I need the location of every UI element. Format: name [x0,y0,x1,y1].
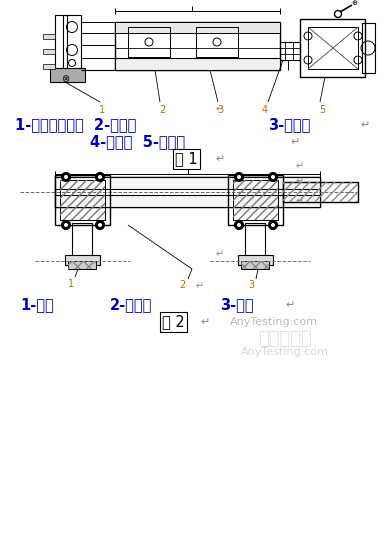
Text: ↵: ↵ [285,300,295,310]
Bar [228,175,283,225]
Bar [115,22,280,33]
Text: 1-竖（横）针夹  2-伸缩体: 1-竖（横）针夹 2-伸缩体 [15,118,136,132]
Bar [283,182,358,202]
Bar [60,180,105,220]
Bar [245,223,265,259]
Text: 5: 5 [319,105,325,115]
Text: AnyTesting.com: AnyTesting.com [230,317,318,327]
Bar [241,261,269,269]
Bar [55,175,110,225]
Circle shape [268,220,278,230]
Circle shape [62,220,70,230]
Bar [43,64,55,69]
Bar [55,195,320,207]
Circle shape [237,223,241,227]
Text: ↵: ↵ [296,176,304,186]
Bar [55,15,67,70]
Text: 图 1: 图 1 [175,152,198,166]
Bar [241,261,269,269]
Text: 1: 1 [99,105,105,115]
Text: 4: 4 [262,105,268,115]
Bar [72,223,92,259]
Text: ↵: ↵ [215,154,224,164]
Bar [308,27,358,69]
Bar [233,180,278,220]
Text: 1: 1 [68,279,74,289]
Bar [50,68,85,82]
Bar [63,15,81,70]
Bar [233,180,278,220]
Bar [300,19,365,77]
Circle shape [98,175,102,179]
Text: 1-针夹: 1-针夹 [20,298,54,312]
Bar [65,255,100,265]
Circle shape [98,223,102,227]
Text: 2: 2 [159,105,165,115]
Bar [115,58,280,70]
Circle shape [95,220,105,230]
Text: 2-伸缩体: 2-伸缩体 [110,298,152,312]
Text: ↵: ↵ [296,161,304,171]
Circle shape [62,172,70,182]
Bar [43,49,55,54]
Text: 3: 3 [248,280,254,290]
Text: 3: 3 [217,105,223,115]
Circle shape [234,172,244,182]
Bar [55,177,320,207]
Circle shape [64,175,68,179]
Bar [196,27,238,57]
Text: ↵: ↵ [290,137,300,147]
Bar [238,255,273,265]
Circle shape [64,223,68,227]
Text: 4-偏心轴  5-竖针夹: 4-偏心轴 5-竖针夹 [90,135,185,149]
Text: 3-针夹: 3-针夹 [220,298,254,312]
Bar [115,22,280,70]
Circle shape [268,172,278,182]
Text: ↵: ↵ [216,249,224,259]
Circle shape [237,175,241,179]
Text: ↵: ↵ [200,317,210,327]
Bar [68,261,96,269]
Text: ⊗: ⊗ [61,74,69,84]
Bar [128,27,170,57]
Text: ↵: ↵ [296,196,304,206]
Bar [362,23,375,73]
Text: 2: 2 [179,280,185,290]
Circle shape [271,223,275,227]
Bar [60,180,105,220]
Circle shape [271,175,275,179]
Bar [43,34,55,39]
Bar [55,177,320,189]
Bar [68,261,96,269]
Text: AnyTesting.com: AnyTesting.com [241,347,329,357]
Bar [283,182,358,202]
Text: 图 2: 图 2 [162,315,185,329]
Text: ↵: ↵ [216,104,224,114]
Circle shape [234,220,244,230]
Text: ↵: ↵ [360,120,369,130]
Circle shape [95,172,105,182]
Bar [280,42,300,60]
Text: 3-撑开架: 3-撑开架 [268,118,310,132]
Text: ⊕: ⊕ [351,0,357,6]
Text: 嘉峪检测网: 嘉峪检测网 [258,330,312,348]
Text: ↵: ↵ [196,281,204,291]
